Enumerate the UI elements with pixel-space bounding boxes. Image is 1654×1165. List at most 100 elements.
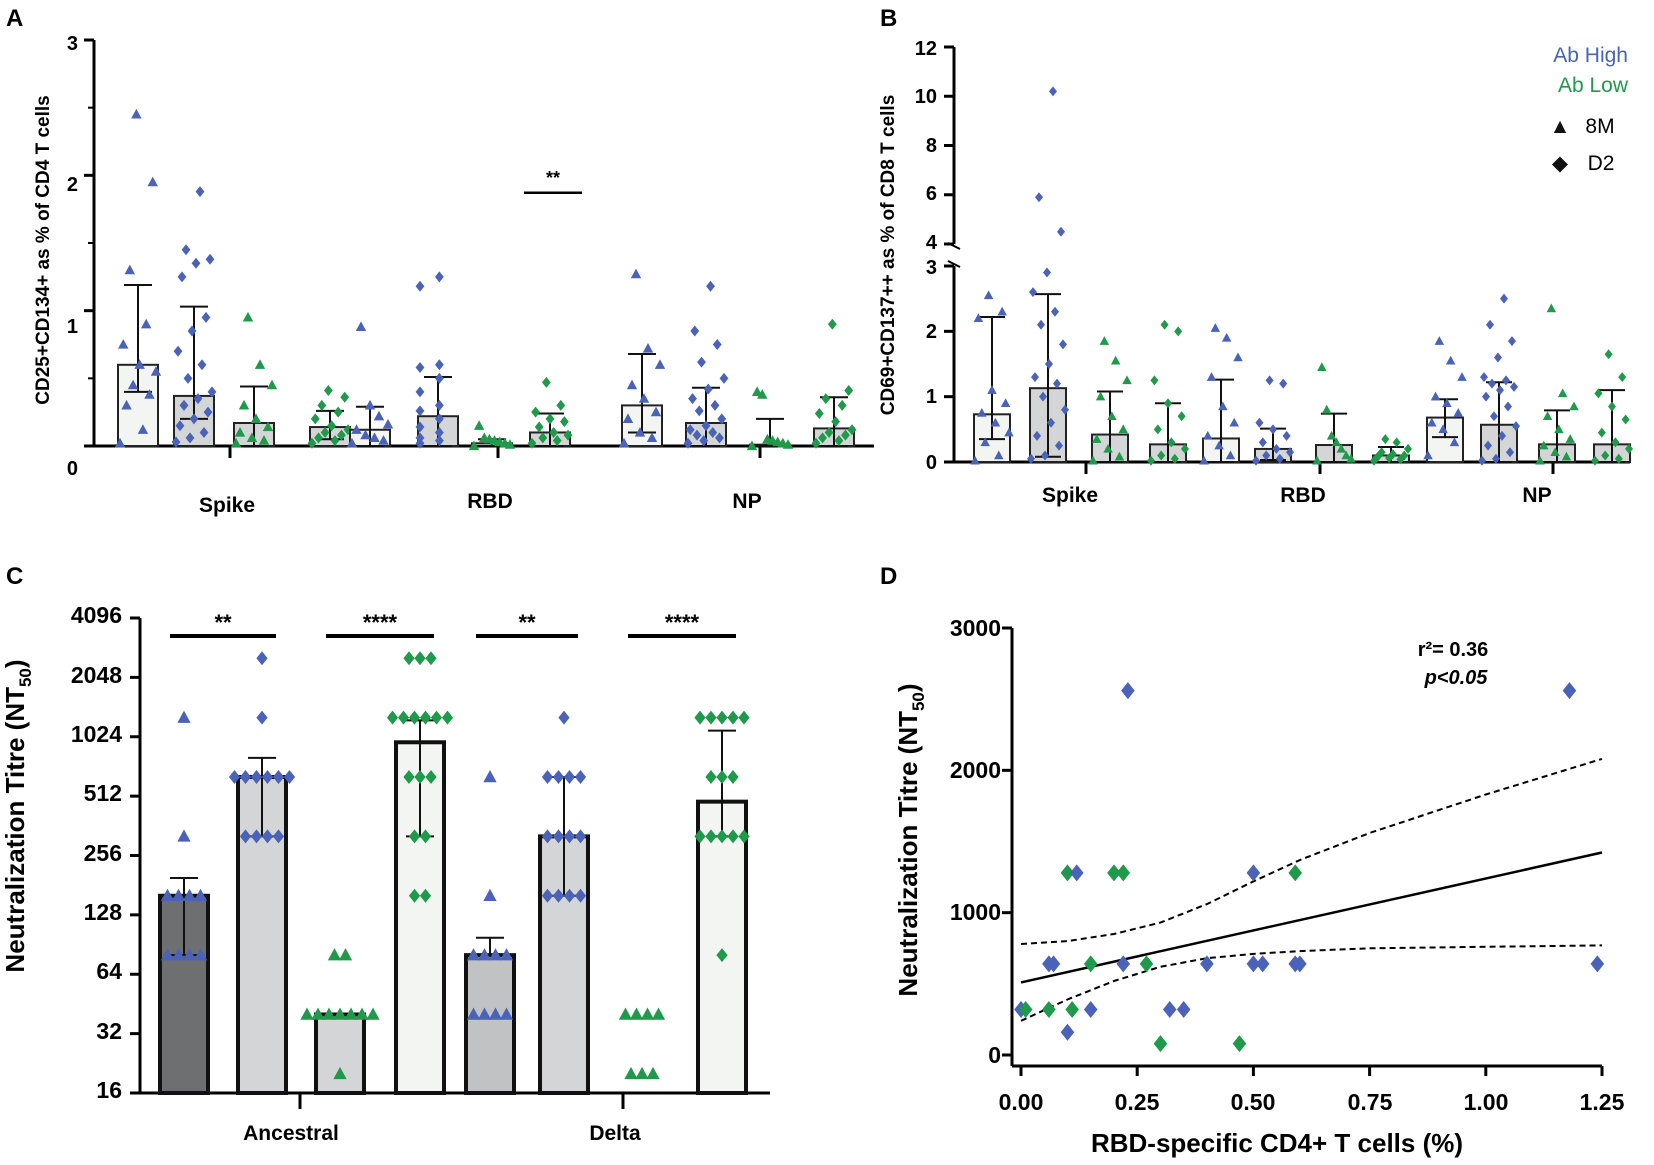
data-point-d2: [811, 437, 821, 449]
panel-label-a: A: [6, 5, 23, 32]
data-point-8m: [466, 948, 481, 961]
data-point-d2: [1035, 192, 1043, 203]
data-point: [1590, 955, 1605, 973]
data-point-d2: [685, 424, 695, 436]
data-point-d2: [1045, 359, 1053, 369]
y-axis-label-d: Neutralization Titre (NT50): [893, 683, 928, 996]
data-point-d2: [1177, 411, 1186, 422]
regression-line: [1020, 851, 1603, 984]
data-point-8m: [1225, 450, 1236, 460]
data-point-d2: [1392, 437, 1401, 448]
data-point-d2: [1484, 440, 1492, 451]
data-point-d2: [434, 435, 444, 447]
data-point-8m: [1542, 411, 1553, 421]
data-point-d2: [441, 710, 454, 725]
data-point-d2: [1601, 450, 1610, 461]
y-tick-label: 1000: [950, 899, 1001, 925]
data-point-8m: [238, 399, 250, 410]
data-point-8m: [1457, 372, 1467, 381]
data-point-d2: [1160, 319, 1169, 330]
data-point-d2: [694, 710, 706, 725]
x-tick-labels-d: 0.00 0.25 0.50 0.75 1.00 1.25: [999, 1089, 1625, 1115]
data-point-8m: [1114, 451, 1125, 461]
data-point-8m: [1434, 336, 1445, 345]
data-point-d2: [256, 710, 268, 725]
data-point-8m: [127, 379, 139, 390]
data-point-8m: [242, 311, 254, 322]
data-point-8m: [1218, 401, 1228, 411]
data-point: [1232, 1035, 1247, 1053]
data-point-d2: [1498, 430, 1506, 441]
data-point-8m: [650, 406, 662, 417]
data-point-8m: [1210, 323, 1221, 332]
data-point-d2: [708, 426, 718, 438]
data-point-d2: [1039, 391, 1047, 402]
data-point-d2: [272, 829, 285, 844]
data-point-8m: [1000, 398, 1011, 407]
data-point-8m: [140, 318, 152, 329]
data-point-8m: [1341, 450, 1351, 460]
y-tick-label: 1024: [71, 721, 122, 747]
data-point-d2: [719, 372, 729, 384]
data-point-d2: [419, 888, 432, 903]
data-point-d2: [574, 829, 587, 844]
data-point-8m: [124, 264, 136, 275]
data-point-d2: [414, 651, 426, 666]
data-point-d2: [841, 429, 850, 441]
data-point-8m: [1449, 437, 1460, 447]
data-point-d2: [434, 426, 444, 438]
data-point-d2: [283, 770, 296, 785]
data-point: [1121, 682, 1135, 700]
data-point-d2: [239, 829, 252, 844]
data-point-d2: [1043, 267, 1051, 278]
data-point-8m: [1565, 434, 1575, 443]
data-point-d2: [1269, 424, 1277, 435]
data-point-8m: [499, 948, 514, 961]
data-point-8m: [182, 948, 197, 961]
data-point-d2: [228, 770, 241, 785]
data-point-d2: [256, 651, 268, 666]
data-point-d2: [694, 405, 704, 417]
data-point-d2: [1037, 319, 1045, 330]
bar: [696, 799, 748, 1095]
data-point-d2: [541, 829, 554, 844]
y-tick-label: 3: [926, 257, 937, 279]
data-point-8m: [366, 1007, 380, 1020]
data-point-8m: [1110, 355, 1121, 365]
panel-label-d: D: [880, 563, 897, 590]
data-point-8m: [1557, 388, 1568, 398]
data-point-8m: [1554, 424, 1564, 434]
data-point-d2: [1275, 453, 1284, 464]
data-point: [1255, 955, 1270, 973]
y-tick-label: 64: [96, 958, 122, 984]
significance-label: ****: [665, 610, 700, 635]
data-point: [1288, 864, 1303, 882]
plot-area-a: **: [84, 38, 874, 458]
significance-label: **: [214, 610, 232, 635]
data-point-8m: [369, 432, 380, 443]
data-point: [1176, 1000, 1191, 1018]
data-point-8m: [477, 948, 492, 961]
bar: [464, 953, 516, 1095]
data-point-d2: [694, 829, 706, 844]
data-point-8m: [624, 1066, 638, 1080]
data-point: [1042, 1000, 1056, 1018]
data-point-d2: [1494, 352, 1502, 363]
data-point-8m: [1326, 430, 1337, 440]
data-point-d2: [317, 399, 327, 411]
data-point-d2: [1400, 450, 1409, 461]
data-point-d2: [1508, 336, 1516, 347]
data-point-8m: [258, 435, 270, 445]
data-point-d2: [1597, 427, 1606, 438]
data-point-d2: [818, 432, 827, 444]
data-point-d2: [831, 416, 841, 428]
data-point-d2: [716, 770, 728, 785]
x-tick-label: 0.25: [1115, 1089, 1160, 1115]
data-point-8m: [144, 389, 155, 399]
group-label-rbd-b: RBD: [1280, 484, 1326, 507]
data-point-8m: [344, 1007, 358, 1020]
data-point-d2: [690, 325, 700, 337]
data-point-d2: [847, 424, 857, 436]
data-point: [1116, 955, 1131, 973]
data-point-d2: [207, 386, 217, 398]
